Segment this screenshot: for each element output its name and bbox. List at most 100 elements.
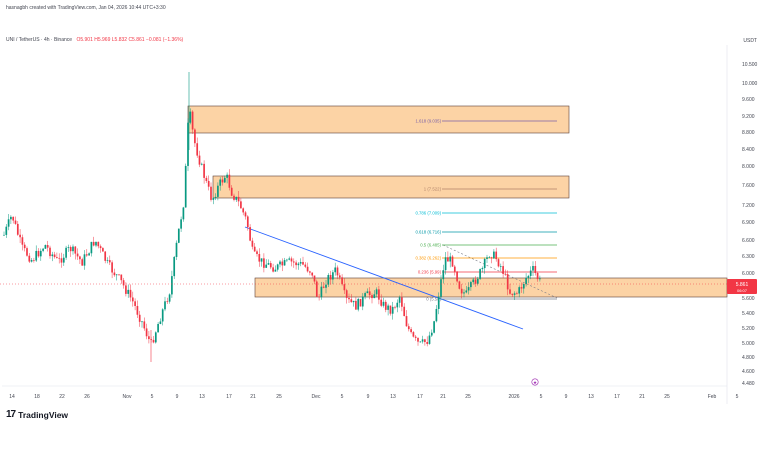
candle-body: [315, 281, 318, 297]
fib-level-label: 1 (7.522): [424, 187, 442, 192]
candle-body: [497, 259, 500, 267]
candle-body: [26, 248, 28, 256]
candle-body: [157, 323, 159, 333]
x-tick-label: 22: [59, 394, 65, 400]
candle-body: [493, 251, 495, 259]
tradingview-logo[interactable]: 17 TradingView: [6, 409, 68, 420]
candle-body: [355, 300, 357, 310]
candle-body: [189, 111, 192, 123]
candle-body: [143, 321, 146, 329]
y-tick-label: 10.500: [742, 62, 758, 68]
fib-level-label: 0.382 (6.262): [415, 256, 441, 261]
candle-body: [433, 321, 435, 333]
candle-body: [283, 260, 286, 266]
candle-body: [235, 196, 238, 200]
candle-body: [483, 258, 486, 269]
candle-body: [444, 257, 447, 271]
candle-body: [191, 111, 194, 130]
candle-body: [265, 264, 268, 268]
candle-body: [518, 287, 521, 294]
candle-body: [203, 163, 205, 178]
candle-body: [421, 339, 424, 342]
candle-body: [286, 259, 288, 261]
candle-body: [233, 195, 235, 200]
candle-body: [221, 179, 224, 183]
candle-body: [451, 256, 454, 267]
x-tick-label: 9: [176, 394, 179, 400]
candle-body: [304, 264, 307, 267]
candle-body: [74, 246, 77, 254]
candle-body: [428, 335, 431, 344]
candle-body: [108, 260, 111, 263]
x-tick-label: Dec: [312, 394, 321, 400]
symbol-name[interactable]: UNI / TetherUS · 4h · Binance: [6, 37, 73, 43]
candle-body: [465, 290, 468, 293]
candle-body: [509, 289, 511, 294]
candle-body: [426, 342, 429, 344]
candle-body: [187, 122, 189, 166]
candle-body: [343, 284, 346, 291]
candle-body: [348, 297, 350, 300]
candle-body: [237, 196, 240, 202]
candle-body: [166, 301, 169, 303]
candle-body: [414, 336, 417, 338]
candle-body: [53, 254, 56, 258]
candle-body: [534, 265, 537, 273]
candle-body: [435, 308, 438, 322]
candle-body: [175, 242, 178, 257]
candle-body: [453, 266, 456, 272]
candle-body: [539, 278, 541, 280]
y-tick-label: 5.600: [742, 296, 755, 302]
y-tick-label: 9.600: [742, 97, 755, 103]
candle-body: [463, 292, 465, 294]
candle-body: [458, 281, 461, 289]
candle-body: [65, 247, 67, 258]
candle-body: [424, 339, 426, 343]
candle-body: [136, 305, 139, 315]
candle-body: [171, 276, 173, 295]
candle-body: [437, 296, 440, 309]
candle-body: [177, 228, 180, 243]
candle-body: [325, 284, 327, 288]
candle-body: [69, 247, 72, 252]
candle-body: [382, 301, 385, 306]
candle-body: [440, 279, 442, 297]
x-tick-label: 9: [565, 394, 568, 400]
candle-body: [361, 296, 364, 307]
candle-body: [389, 305, 392, 314]
x-tick-label: 13: [199, 394, 205, 400]
candle-body: [396, 302, 399, 308]
candle-body: [39, 250, 42, 257]
candle-body: [46, 245, 49, 248]
candle-body: [290, 258, 293, 262]
candle-body: [364, 293, 366, 297]
candle-body: [182, 207, 185, 220]
x-tick-label: 21: [440, 394, 446, 400]
candle-body: [113, 272, 116, 276]
currency-label: USDT: [743, 38, 757, 44]
candle-body: [384, 301, 387, 310]
candle-body: [419, 341, 422, 343]
x-tick-label: 25: [276, 394, 282, 400]
candle-body: [460, 288, 463, 294]
price-tag-countdown: 06:07: [737, 288, 748, 293]
symbol-line[interactable]: UNI / TetherUS · 4h · Binance O5.901 H5.…: [6, 37, 183, 43]
x-tick-label: 17: [226, 394, 232, 400]
candle-body: [226, 174, 228, 178]
candle-body: [336, 267, 339, 276]
candle-body: [297, 263, 300, 266]
candle-body: [472, 279, 475, 283]
candle-body: [320, 286, 323, 298]
candle-body: [352, 300, 355, 303]
x-tick-label: 25: [465, 394, 471, 400]
candle-body: [164, 301, 166, 310]
candle-body: [490, 257, 493, 259]
candle-body: [332, 272, 334, 280]
y-tick-label: 4.480: [742, 381, 755, 387]
candle-body: [219, 179, 222, 186]
y-tick-label: 5.400: [742, 311, 755, 317]
candle-body: [391, 306, 394, 314]
event-marker-icon[interactable]: [531, 378, 539, 386]
x-tick-label: 21: [639, 394, 645, 400]
